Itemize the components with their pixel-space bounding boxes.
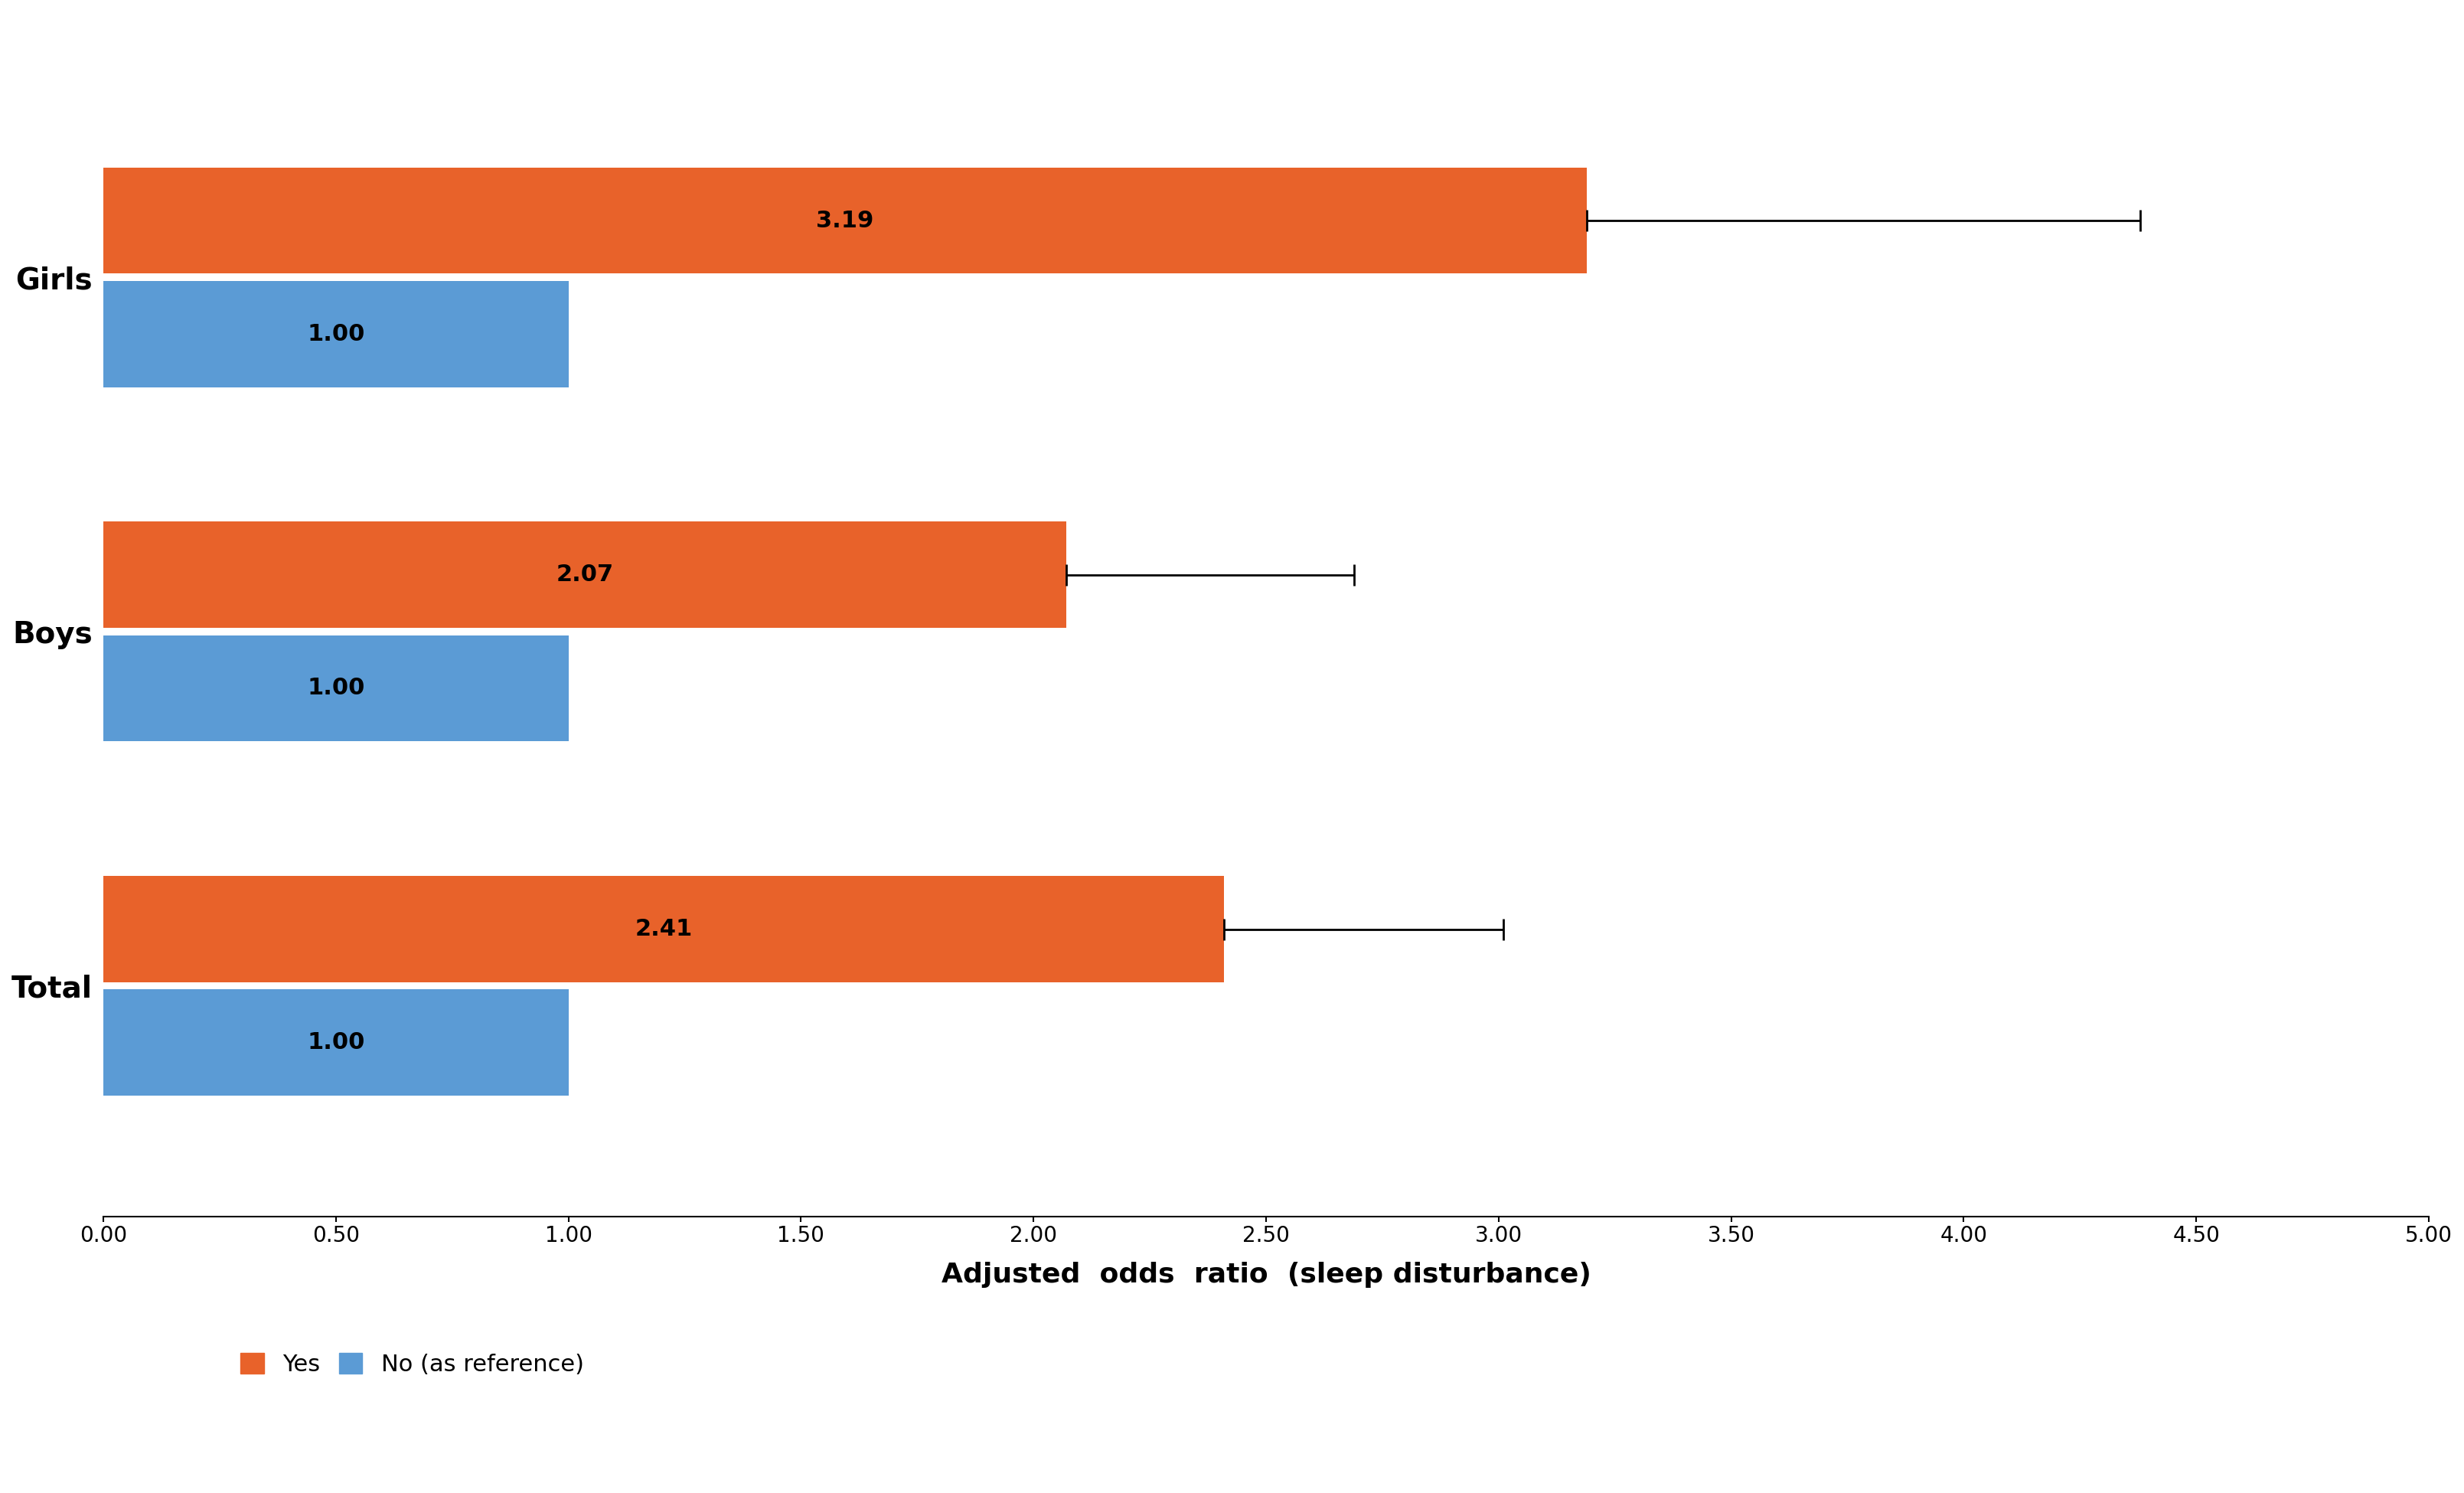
- Text: 1.00: 1.00: [308, 678, 365, 699]
- Bar: [103, 876, 1225, 982]
- Bar: [103, 990, 569, 1096]
- Bar: [103, 635, 569, 742]
- Text: 1.00: 1.00: [308, 322, 365, 345]
- Bar: [103, 281, 569, 387]
- Bar: [103, 521, 1067, 629]
- Legend: Yes, No (as reference): Yes, No (as reference): [232, 1344, 594, 1386]
- X-axis label: Adjusted  odds  ratio  (sleep disturbance): Adjusted odds ratio (sleep disturbance): [941, 1262, 1592, 1287]
- Text: 3.19: 3.19: [816, 209, 875, 231]
- Text: 1.00: 1.00: [308, 1032, 365, 1054]
- Bar: [103, 167, 1587, 273]
- Text: 2.41: 2.41: [636, 918, 692, 941]
- Text: 2.07: 2.07: [557, 564, 614, 585]
